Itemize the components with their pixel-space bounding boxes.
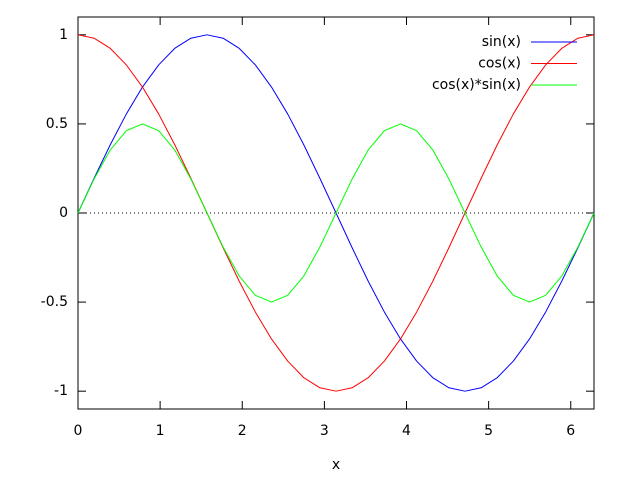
- x-axis-label: x: [332, 457, 340, 473]
- legend-label: sin(x): [482, 34, 521, 50]
- legend-label: cos(x): [478, 56, 521, 72]
- x-tick-label: 6: [566, 423, 575, 439]
- y-tick-label: 0.5: [46, 116, 68, 132]
- x-tick-label: 2: [238, 423, 247, 439]
- y-tick-label: -0.5: [41, 294, 68, 310]
- x-tick-label: 3: [320, 423, 329, 439]
- x-tick-label: 1: [156, 423, 165, 439]
- y-tick-label: 1: [59, 27, 68, 43]
- series-line: [77, 34, 595, 392]
- x-tick-label: 5: [484, 423, 493, 439]
- series-line: [77, 123, 595, 303]
- y-tick-label: 0: [59, 205, 68, 221]
- y-tick-label: -1: [54, 383, 68, 399]
- x-tick-label: 4: [402, 423, 411, 439]
- legend-label: cos(x)*sin(x): [432, 77, 521, 93]
- x-tick-label: 0: [74, 423, 83, 439]
